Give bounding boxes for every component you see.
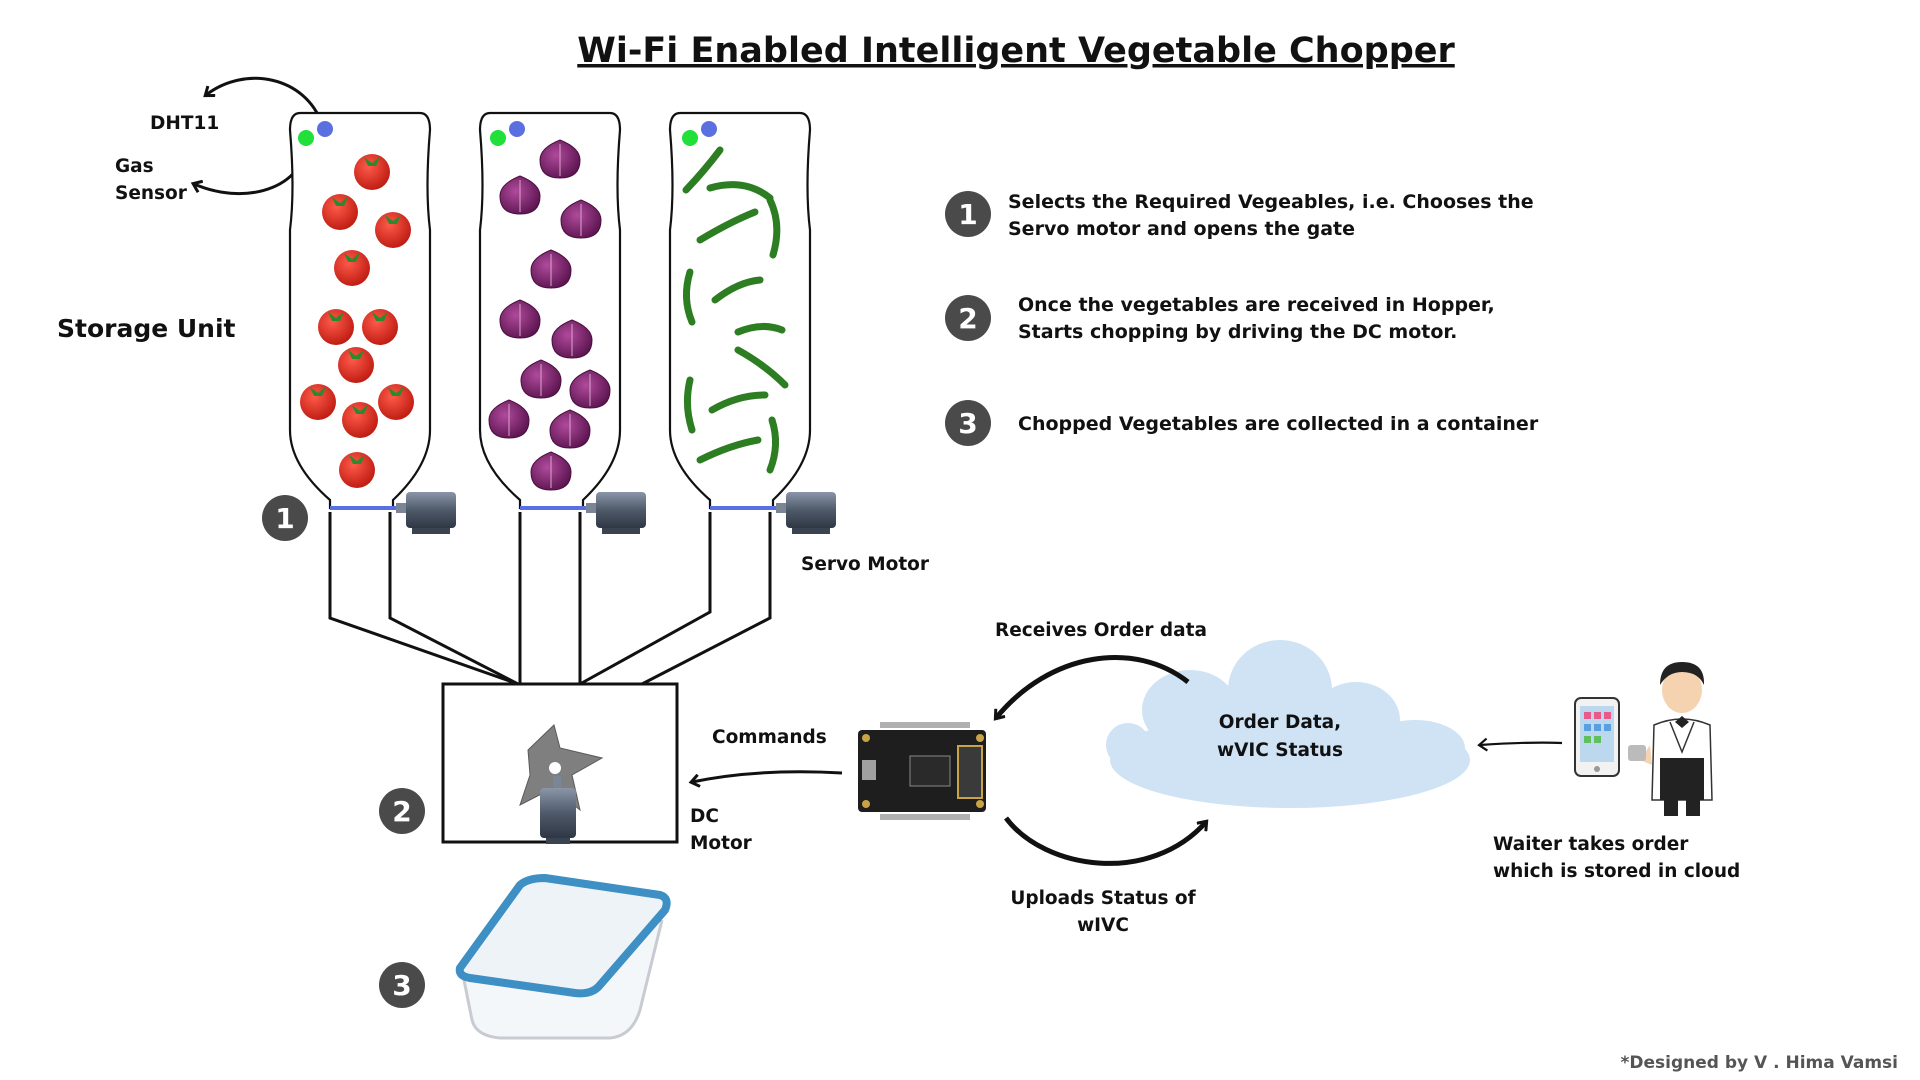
- tomato-icon: [375, 212, 411, 248]
- onion-icon: [569, 369, 611, 409]
- svg-text:2: 2: [958, 302, 977, 335]
- gas-sensor-dot: [682, 130, 698, 146]
- dht11-sensor-dot: [701, 121, 717, 137]
- tomato-icon: [334, 250, 370, 286]
- onion-icon: [499, 175, 541, 215]
- tomato-icon: [362, 309, 398, 345]
- waiter-to-cloud-arrow: [1477, 737, 1563, 752]
- diagram-badge-1: 1: [262, 495, 308, 541]
- uploads-status-label-line1: Uploads Status of: [1010, 888, 1196, 909]
- servo-motor-icon: [586, 492, 646, 534]
- waiter-icon: [1628, 662, 1713, 816]
- commands-arrow: [692, 770, 843, 782]
- chili-icon: [683, 376, 696, 434]
- tomato-icon: [342, 402, 378, 438]
- dht11-sensor-dot: [509, 121, 525, 137]
- step-badge: [945, 400, 991, 446]
- uploads-status-arrow: [1004, 816, 1206, 866]
- dht11-sensor-dot: [317, 121, 333, 137]
- waiter-label-line1: Waiter takes order: [1493, 834, 1689, 855]
- chili-icon: [766, 416, 779, 474]
- cloud-text-line2: wVIC Status: [1217, 740, 1343, 761]
- svg-text:1: 1: [275, 502, 294, 535]
- receives-order-arrow: [996, 655, 1190, 719]
- dc-motor-label-line2: Motor: [690, 833, 753, 854]
- chili-icon: [696, 436, 762, 464]
- servo-motor-icon: [396, 492, 456, 534]
- onion-icon: [499, 299, 541, 339]
- tomato-icon: [322, 194, 358, 230]
- onion-icon: [488, 399, 530, 439]
- tomato-icon: [339, 452, 375, 488]
- step-text-line1: Chopped Vegetables are collected in a co…: [1018, 413, 1539, 435]
- svg-text:3: 3: [958, 407, 977, 440]
- gas-sensor-dot: [298, 130, 314, 146]
- chili-icon: [711, 276, 764, 304]
- chili-icon: [708, 391, 769, 414]
- step-1: 1 Selects the Required Vegeables, i.e. C…: [945, 191, 1534, 240]
- step-text-line2: Starts chopping by driving the DC motor.: [1018, 321, 1457, 343]
- gas-sensor-label-line2: Sensor: [115, 183, 188, 204]
- designer-credit: *Designed by V . Hima Vamsi: [1620, 1053, 1898, 1073]
- chutes: [328, 512, 772, 686]
- servo-motor-label: Servo Motor: [801, 554, 930, 575]
- tomato-icon: [354, 154, 390, 190]
- waiter-label-line2: which is stored in cloud: [1493, 861, 1740, 882]
- collection-container-icon: [455, 874, 671, 1040]
- onion-icon: [530, 451, 572, 491]
- onions: [488, 139, 611, 491]
- chili-icon: [696, 208, 759, 244]
- dht11-label: DHT11: [150, 113, 219, 134]
- cloud-icon: [1106, 640, 1470, 808]
- gas-sensor-label-line1: Gas: [115, 156, 154, 177]
- svg-text:2: 2: [392, 795, 411, 828]
- step-2: 2 Once the vegetables are received in Ho…: [945, 294, 1495, 343]
- step-text-line2: Servo motor and opens the gate: [1008, 218, 1355, 240]
- onion-icon: [560, 199, 602, 239]
- tomato-icon: [338, 347, 374, 383]
- chilies: [682, 146, 789, 474]
- onion-icon: [520, 359, 562, 399]
- dht11-arrow: [206, 76, 324, 125]
- servo-motors: [396, 492, 836, 534]
- page-title: Wi-Fi Enabled Intelligent Vegetable Chop…: [577, 31, 1455, 71]
- tomato-icon: [378, 384, 414, 420]
- dc-motor-icon: [540, 776, 576, 844]
- onion-icon: [549, 409, 591, 449]
- svg-text:3: 3: [392, 969, 411, 1002]
- cloud-text-line1: Order Data,: [1219, 712, 1341, 733]
- diagram-badge-2: 2: [379, 788, 425, 834]
- step-3: 3 Chopped Vegetables are collected in a …: [945, 400, 1539, 446]
- onion-icon: [530, 249, 572, 289]
- receives-order-label: Receives Order data: [995, 620, 1207, 641]
- step-text-line1: Once the vegetables are received in Hopp…: [1018, 294, 1495, 316]
- gas-sensor-arrow: [194, 135, 308, 196]
- chili-icon: [683, 268, 696, 326]
- tomato-icon: [318, 309, 354, 345]
- servo-motor-icon: [776, 492, 836, 534]
- diagram-badge-3: 3: [379, 962, 425, 1008]
- onion-icon: [551, 319, 593, 359]
- step-badge: [945, 191, 991, 237]
- tomatoes: [300, 154, 414, 488]
- uploads-status-label-line2: wIVC: [1077, 915, 1129, 936]
- step-badge: [945, 295, 991, 341]
- chili-icon: [734, 346, 789, 389]
- sensor-dots: [298, 121, 717, 146]
- chili-icon: [766, 196, 781, 259]
- step-text-line1: Selects the Required Vegeables, i.e. Cho…: [1008, 191, 1534, 213]
- svg-text:1: 1: [958, 198, 977, 231]
- chili-icon: [734, 323, 786, 336]
- storage-unit-label: Storage Unit: [57, 314, 236, 343]
- gas-sensor-dot: [490, 130, 506, 146]
- nodemcu-board-icon: [858, 722, 986, 820]
- chili-icon: [682, 146, 724, 194]
- smartphone-icon: [1574, 697, 1620, 777]
- tomato-icon: [300, 384, 336, 420]
- commands-label: Commands: [712, 727, 827, 748]
- dc-motor-label-line1: DC: [690, 806, 719, 827]
- chili-icon: [706, 181, 774, 202]
- onion-icon: [539, 139, 581, 179]
